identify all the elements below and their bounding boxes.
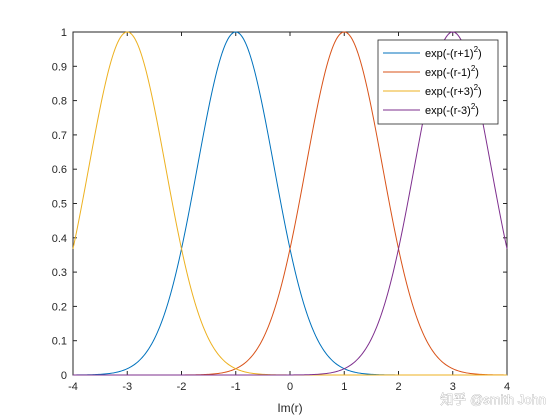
y-tick-label: 1 (61, 27, 67, 39)
x-axis-label: Im(r) (277, 401, 302, 415)
y-tick-label: 0.8 (52, 96, 67, 108)
watermark: 知乎 @smith John (440, 392, 546, 407)
y-tick-labels: 0 0.1 0.2 0.3 0.4 0.5 0.6 0.7 0.8 0.9 1 (52, 27, 67, 382)
legend-label-3: exp(-(r+3)2) (425, 83, 482, 98)
x-tick-label: -1 (231, 381, 241, 393)
x-tick-label: 3 (450, 381, 456, 393)
y-tick-label: 0.6 (52, 164, 67, 176)
legend: exp(-(r+1)2) exp(-(r-1)2) exp(-(r+3)2) exp(… (377, 39, 499, 125)
x-tick-label: 0 (287, 381, 293, 393)
y-tick-label: 0.9 (52, 61, 67, 73)
y-tick-label: 0.1 (52, 336, 67, 348)
x-tick-label: -3 (122, 381, 132, 393)
legend-label-2: exp(-(r-1)2) (425, 64, 479, 79)
legend-label-1: exp(-(r+1)2) (425, 45, 482, 60)
x-tick-label: 2 (395, 381, 401, 393)
x-tick-label: -4 (68, 381, 78, 393)
y-tick-label: 0 (61, 370, 67, 382)
x-tick-label: -2 (177, 381, 187, 393)
x-tick-label: 1 (341, 381, 347, 393)
y-tick-label: 0.2 (52, 301, 67, 313)
x-tick-labels: -4 -3 -2 -1 0 1 2 3 4 (68, 381, 510, 393)
y-tick-label: 0.7 (52, 130, 67, 142)
legend-label-4: exp(-(r-3)2) (425, 102, 479, 117)
y-tick-label: 0.4 (52, 233, 67, 245)
x-tick-label: 4 (504, 381, 510, 393)
y-tick-label: 0.5 (52, 199, 67, 211)
y-tick-label: 0.3 (52, 267, 67, 279)
